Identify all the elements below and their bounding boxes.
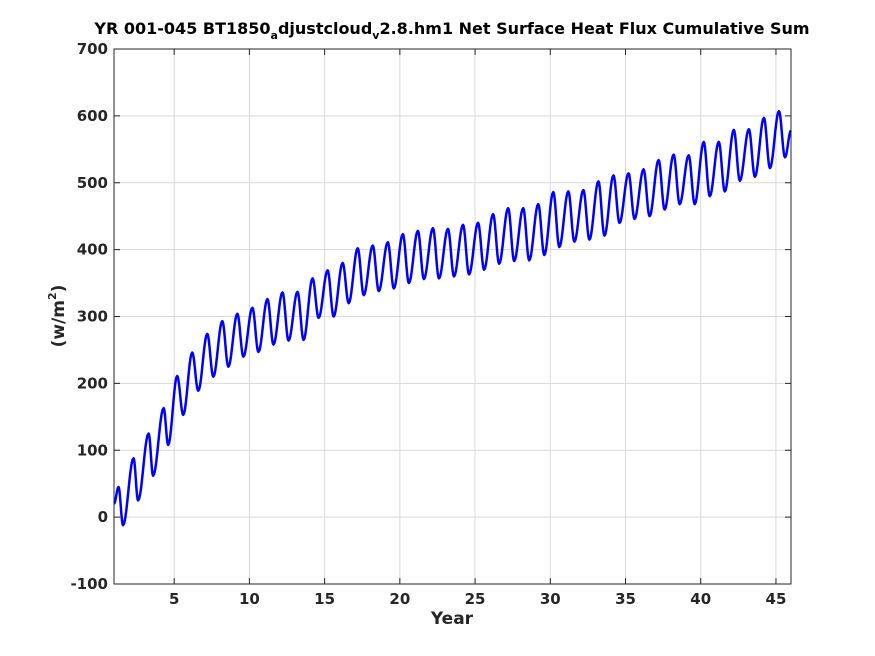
y-axis-label-close: ) [49,285,69,293]
x-tick-label: 30 [540,590,561,608]
series-line [113,109,792,527]
grid-lines [114,49,791,584]
chart-title-sub1: a [271,29,278,42]
x-tick-label: 15 [314,590,335,608]
plot-area [113,109,792,527]
y-tick-label: -100 [70,575,108,593]
chart-title-part2: djustcloud [278,19,372,38]
x-tick-label: 35 [615,590,636,608]
x-axis-label: Year [430,609,474,629]
y-tick-label: 200 [77,374,108,392]
x-tick-label: 45 [766,590,787,608]
y-tick-label: 100 [77,441,108,459]
chart-title-sub2: v [372,29,380,42]
chart-title-part3: 2.8.hm1 Net Surface Heat Flux Cumulative… [379,19,809,38]
x-tick-label: 40 [690,590,711,608]
y-axis-label-base: (w/m [49,300,69,347]
y-tick-label: 300 [77,308,108,326]
y-tick-label: 700 [77,40,108,58]
y-tick-label: 500 [77,174,108,192]
y-axis-label-sup: 2 [46,292,59,300]
y-tick-label: 400 [77,241,108,259]
x-tick-label: 25 [465,590,486,608]
y-axis-label: (w/m2) [46,285,69,348]
chart-title: YR 001-045 BT1850adjustcloudv2.8.hm1 Net… [93,19,809,42]
x-tick-label: 10 [239,590,260,608]
y-tick-label: 600 [77,107,108,125]
x-tick-label: 5 [169,590,179,608]
x-tick-label: 20 [389,590,410,608]
axis-ticks: 5 10 15 20 25 30 35 40 45 -100 0 100 200 300 400 500 600… [70,40,791,608]
y-tick-label: 0 [98,508,108,526]
chart-title-part1: YR 001-045 BT1850 [93,19,270,38]
